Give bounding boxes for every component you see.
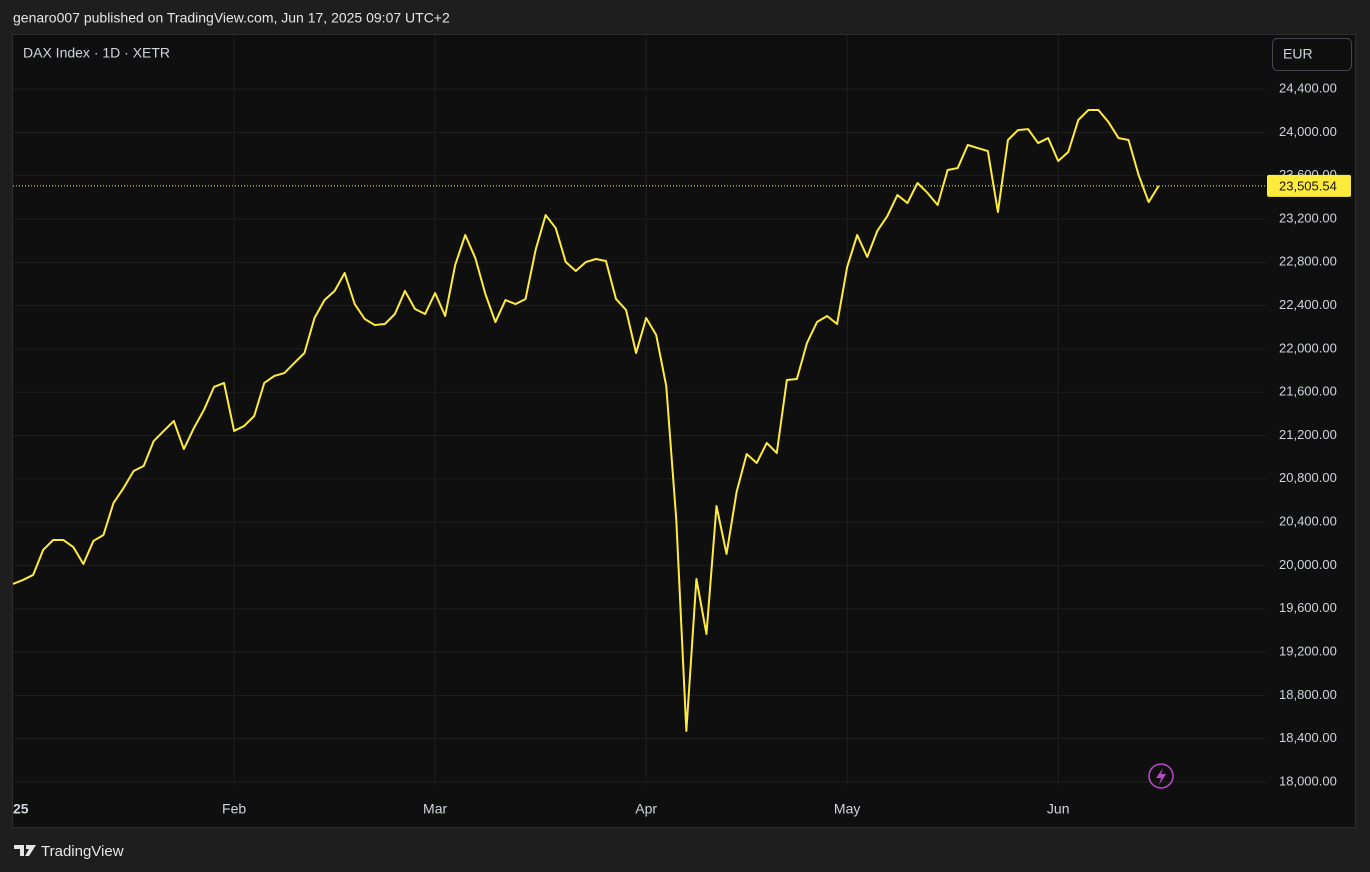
- x-tick-label: Apr: [635, 801, 657, 817]
- y-tick-label: 18,800.00: [1279, 687, 1337, 702]
- y-tick-label: 22,000.00: [1279, 340, 1337, 355]
- y-tick-label: 20,800.00: [1279, 470, 1337, 485]
- currency-button[interactable]: [1272, 38, 1352, 71]
- y-tick-label: 20,000.00: [1279, 557, 1337, 572]
- plot: [12, 109, 1265, 732]
- last-price-label: 23,505.54: [1279, 178, 1337, 193]
- y-tick-label: 22,400.00: [1279, 297, 1337, 312]
- y-tick-label: 22,800.00: [1279, 254, 1337, 269]
- y-tick-label: 21,600.00: [1279, 384, 1337, 399]
- brand-logo[interactable]: [14, 845, 36, 856]
- x-tick-label: May: [834, 801, 860, 817]
- y-tick-label: 18,000.00: [1279, 773, 1337, 788]
- x-tick-label: 25: [13, 801, 29, 817]
- y-tick-label: 21,200.00: [1279, 427, 1337, 442]
- chart-title: DAX Index · 1D · XETR: [23, 45, 170, 61]
- x-tick-label: Jun: [1047, 801, 1070, 817]
- y-tick-label: 18,400.00: [1279, 730, 1337, 745]
- y-tick-label: 20,400.00: [1279, 514, 1337, 529]
- chart-panel: [12, 34, 1356, 828]
- y-tick-label: 19,600.00: [1279, 600, 1337, 615]
- x-tick-label: Mar: [423, 801, 447, 817]
- x-tick-label: Feb: [222, 801, 246, 817]
- publish-header: genaro007 published on TradingView.com, …: [13, 10, 450, 26]
- currency-label[interactable]: EUR: [1283, 46, 1313, 62]
- y-tick-label: 23,200.00: [1279, 210, 1337, 225]
- price-line: [12, 109, 1160, 732]
- brand-name[interactable]: TradingView: [41, 843, 124, 860]
- last-price-badge: [1267, 174, 1351, 197]
- lightning-icon[interactable]: [1148, 763, 1174, 789]
- y-tick-label: 24,400.00: [1279, 80, 1337, 95]
- y-tick-label: 19,200.00: [1279, 643, 1337, 658]
- y-tick-label: 24,000.00: [1279, 124, 1337, 139]
- grid: [13, 35, 1265, 785]
- lightning-glyph: [1156, 768, 1166, 785]
